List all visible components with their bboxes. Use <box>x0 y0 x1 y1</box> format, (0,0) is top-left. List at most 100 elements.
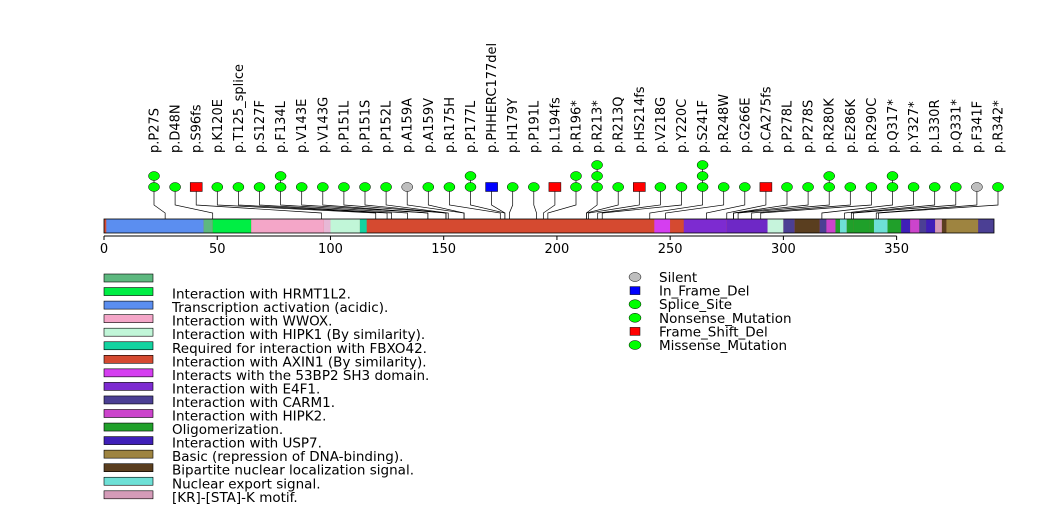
domain-legend-swatch <box>103 463 154 473</box>
mutation-connector <box>726 187 767 219</box>
domain-legend-swatch <box>103 327 154 337</box>
domain-legend-swatch <box>103 354 154 364</box>
x-tick-label: 50 <box>209 242 226 257</box>
mutation-label: p.Q331* <box>949 99 964 153</box>
domain-legend-swatch <box>103 436 154 445</box>
mutation-label: p.PHHERC177del <box>485 43 500 153</box>
mutation-label: p.D48N <box>169 104 184 153</box>
domain-legend-label: Oligomerization. <box>172 422 283 438</box>
mutation-label: p.Y220C <box>675 99 690 153</box>
domain-legend-label: Nuclear export signal. <box>172 476 321 492</box>
mutation-marker <box>781 182 793 192</box>
mutation-marker <box>506 182 519 192</box>
mutation-connector <box>733 187 788 219</box>
domain-region <box>926 219 936 233</box>
mutation-marker <box>865 182 878 192</box>
mutation-label: p.F134L <box>274 100 289 153</box>
domain-legend-label: [KR]-[STA]-K motif. <box>172 490 298 506</box>
domain-legend-label: Interaction with HIPK2. <box>172 409 326 425</box>
mutation-connector <box>533 187 537 219</box>
domain-region <box>946 219 979 233</box>
domain-legend-label: Interaction with E4F1. <box>172 381 320 397</box>
type-legend-label: Missense_Mutation <box>659 338 787 354</box>
mutation-connector <box>597 187 661 219</box>
mutation-marker <box>739 182 751 192</box>
type-legend-marker <box>628 340 642 350</box>
mutation-marker <box>591 182 603 192</box>
type-legend-label: Silent <box>659 270 697 286</box>
mutation-marker <box>696 160 709 170</box>
mutation-marker <box>886 182 899 192</box>
mutation-connector <box>385 187 449 219</box>
type-legend-marker <box>629 286 641 295</box>
mutation-label: p.Y327* <box>907 101 922 153</box>
domain-legend-label: Interaction with HRMT1L2. <box>172 287 351 303</box>
domain-legend-swatch <box>103 395 154 405</box>
domain-legend: Interaction with HRMT1L2.Transcription a… <box>103 273 429 506</box>
mutation-connector <box>850 187 936 219</box>
mutation-label: p.P151S <box>359 100 374 153</box>
mutation-connector <box>427 187 465 219</box>
mutation-marker <box>338 182 350 192</box>
mutation-marker <box>548 182 562 192</box>
domain-region <box>654 219 671 233</box>
domain-region <box>935 219 942 233</box>
mutation-marker <box>422 182 435 192</box>
mutation-connector <box>601 187 682 219</box>
mutation-label: p.R213* <box>591 100 606 153</box>
mutation-marker <box>380 182 392 192</box>
x-axis: 0 50 100 150 200 250 300 350 <box>100 235 909 257</box>
mutation-connector <box>364 187 447 219</box>
domain-legend-label: Basic (repression of DNA-binding). <box>172 449 403 465</box>
x-tick-label: 100 <box>318 242 343 257</box>
mutation-marker <box>253 182 266 192</box>
mutation-connector <box>174 187 214 219</box>
domain-region <box>941 219 947 233</box>
mutation-connector <box>542 187 556 219</box>
mutation-marker <box>654 182 667 192</box>
mutation-marker <box>317 182 329 192</box>
domain-legend-swatch <box>103 422 154 432</box>
domain-legend-label: Interaction with AXIN1 (By similarity). <box>172 354 427 370</box>
domain-legend-label: Bipartite nuclear localization signal. <box>172 463 414 479</box>
mutation-connector <box>259 187 392 219</box>
x-tick-label: 300 <box>771 242 796 257</box>
domain-region <box>873 219 888 233</box>
mutation-label: p.R175H <box>443 97 458 153</box>
domain-region <box>901 219 911 233</box>
domain-legend-swatch <box>103 449 154 459</box>
mutation-label: p.R196* <box>570 100 585 153</box>
mutation-marker <box>189 182 203 192</box>
mutation-connector <box>343 187 447 219</box>
domain-region <box>840 219 847 233</box>
domain-region <box>794 219 820 233</box>
mutation-label: p.E286K <box>844 99 859 153</box>
mutation-label: p.P177L <box>464 100 479 153</box>
domain-region <box>670 219 684 233</box>
mutation-marker <box>612 182 624 192</box>
domain-region <box>819 219 827 233</box>
mutation-marker <box>528 182 540 192</box>
mutation-label: p.HS214fs <box>633 86 648 153</box>
mutation-marker <box>675 182 688 192</box>
mutation-label: p.K120E <box>211 99 226 153</box>
mutation-label: p.G266E <box>738 98 753 154</box>
mutation-connector <box>238 187 388 219</box>
mutation-connector <box>878 187 999 219</box>
mutation-label: p.V143E <box>295 99 310 153</box>
mutation-type-legend: SilentIn_Frame_DelSplice_SiteNonsense_Mu… <box>628 270 792 354</box>
x-tick-label: 250 <box>658 242 683 257</box>
mutation-label: p.P278S <box>802 100 817 153</box>
mutation-label: p.P278L <box>781 100 796 153</box>
mutation-connector <box>195 187 322 219</box>
mutation-label: p.F341F <box>970 101 985 153</box>
mutation-label: p.S241F <box>696 100 711 153</box>
mutation-connector <box>491 187 506 219</box>
mutation-label: p.S127F <box>253 100 268 153</box>
mutation-marker <box>717 182 730 192</box>
mutation-marker <box>971 182 983 192</box>
mutation-connector <box>509 187 514 219</box>
type-legend-label: In_Frame_Del <box>659 284 750 300</box>
mutation-marker <box>401 182 413 192</box>
domain-legend-swatch <box>103 476 154 486</box>
